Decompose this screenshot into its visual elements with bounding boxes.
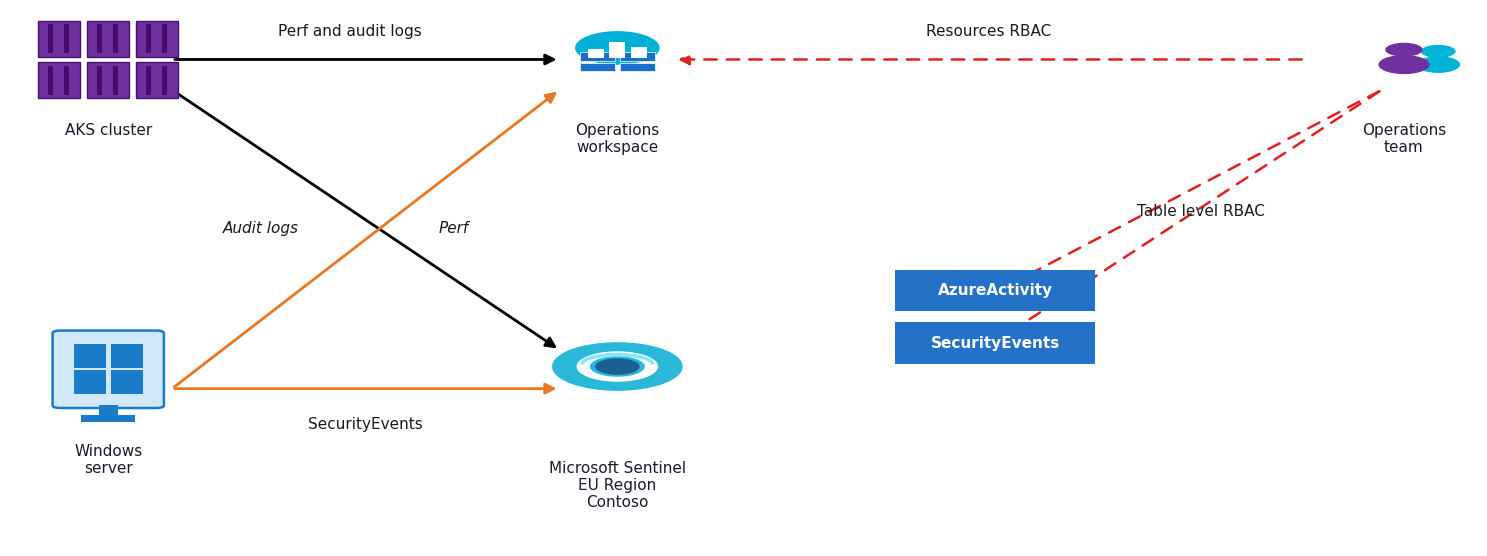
FancyBboxPatch shape [895, 322, 1096, 364]
FancyBboxPatch shape [113, 24, 119, 53]
FancyBboxPatch shape [620, 63, 656, 72]
Text: Resources RBAC: Resources RBAC [926, 24, 1051, 39]
Text: Operations
team: Operations team [1362, 123, 1445, 156]
FancyBboxPatch shape [137, 62, 178, 98]
Text: Perf: Perf [439, 221, 470, 236]
FancyBboxPatch shape [895, 270, 1096, 311]
FancyBboxPatch shape [587, 49, 604, 58]
FancyBboxPatch shape [88, 21, 129, 57]
FancyBboxPatch shape [110, 344, 143, 368]
Text: Microsoft Sentinel
EU Region
Contoso: Microsoft Sentinel EU Region Contoso [549, 460, 686, 510]
FancyBboxPatch shape [162, 24, 167, 53]
FancyBboxPatch shape [610, 42, 625, 58]
FancyBboxPatch shape [39, 62, 80, 98]
FancyBboxPatch shape [64, 24, 70, 53]
Text: Operations
workspace: Operations workspace [575, 123, 659, 156]
FancyBboxPatch shape [110, 370, 143, 394]
Text: SecurityEvents: SecurityEvents [931, 335, 1060, 350]
FancyBboxPatch shape [88, 62, 129, 98]
Text: Perf and audit logs: Perf and audit logs [278, 24, 422, 39]
FancyBboxPatch shape [48, 66, 52, 95]
FancyBboxPatch shape [52, 331, 164, 408]
FancyBboxPatch shape [97, 24, 101, 53]
Circle shape [1386, 43, 1423, 57]
Ellipse shape [1378, 55, 1429, 74]
FancyBboxPatch shape [64, 66, 70, 95]
FancyBboxPatch shape [113, 66, 119, 95]
Circle shape [595, 358, 639, 375]
Text: AzureActivity: AzureActivity [937, 283, 1053, 298]
FancyBboxPatch shape [48, 24, 52, 53]
FancyBboxPatch shape [620, 52, 656, 61]
FancyBboxPatch shape [98, 405, 117, 419]
Circle shape [552, 342, 683, 391]
FancyBboxPatch shape [97, 66, 101, 95]
FancyBboxPatch shape [74, 344, 106, 368]
FancyBboxPatch shape [580, 52, 614, 61]
FancyBboxPatch shape [39, 21, 80, 57]
FancyBboxPatch shape [146, 66, 150, 95]
FancyBboxPatch shape [146, 24, 150, 53]
Ellipse shape [1417, 56, 1460, 73]
FancyBboxPatch shape [74, 370, 106, 394]
Text: AKS cluster: AKS cluster [64, 123, 152, 138]
Text: Audit logs: Audit logs [223, 221, 299, 236]
Ellipse shape [575, 31, 660, 64]
FancyBboxPatch shape [162, 66, 167, 95]
Text: SecurityEvents: SecurityEvents [308, 417, 422, 432]
FancyBboxPatch shape [630, 47, 647, 58]
Circle shape [1420, 45, 1456, 58]
FancyBboxPatch shape [580, 63, 614, 72]
FancyBboxPatch shape [137, 21, 178, 57]
Text: Windows
server: Windows server [74, 444, 143, 476]
Text: Table level RBAC: Table level RBAC [1136, 204, 1264, 219]
FancyBboxPatch shape [82, 415, 135, 422]
